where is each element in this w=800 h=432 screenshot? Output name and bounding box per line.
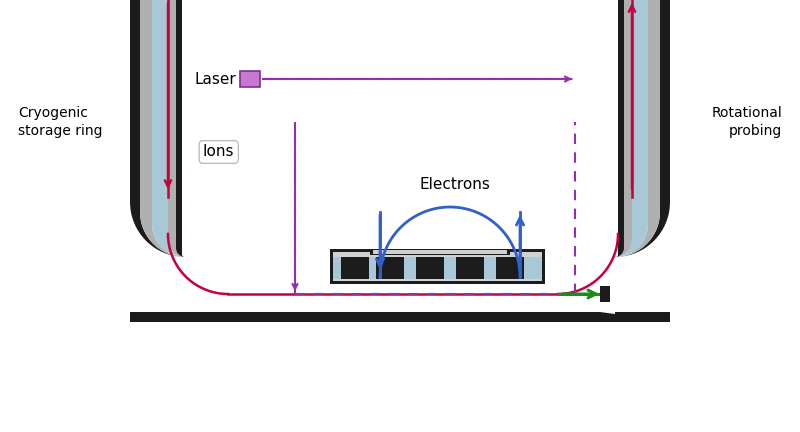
Bar: [456, 257, 484, 279]
Bar: [330, 249, 545, 284]
Bar: [416, 257, 444, 279]
Bar: [333, 252, 542, 281]
Text: Ions: Ions: [203, 144, 234, 159]
Bar: [341, 257, 369, 279]
Bar: [376, 257, 404, 279]
Bar: [130, 312, 670, 322]
Polygon shape: [130, 0, 670, 314]
Bar: [341, 257, 369, 279]
Bar: [416, 257, 444, 279]
Polygon shape: [152, 0, 648, 314]
Text: Electrons: Electrons: [419, 177, 490, 192]
Bar: [373, 250, 507, 254]
Polygon shape: [168, 0, 632, 314]
Text: Rotational
probing: Rotational probing: [711, 106, 782, 138]
Text: Laser: Laser: [194, 72, 236, 86]
Bar: [370, 249, 510, 255]
Bar: [600, 286, 610, 302]
Text: Cryogenic
storage ring: Cryogenic storage ring: [18, 106, 102, 138]
Bar: [370, 247, 510, 255]
Polygon shape: [182, 0, 618, 314]
Polygon shape: [140, 0, 660, 314]
Bar: [240, 71, 260, 87]
Bar: [496, 257, 524, 279]
Bar: [456, 257, 484, 279]
Bar: [333, 257, 542, 279]
Bar: [496, 257, 524, 279]
Polygon shape: [176, 0, 624, 314]
Bar: [376, 257, 404, 279]
